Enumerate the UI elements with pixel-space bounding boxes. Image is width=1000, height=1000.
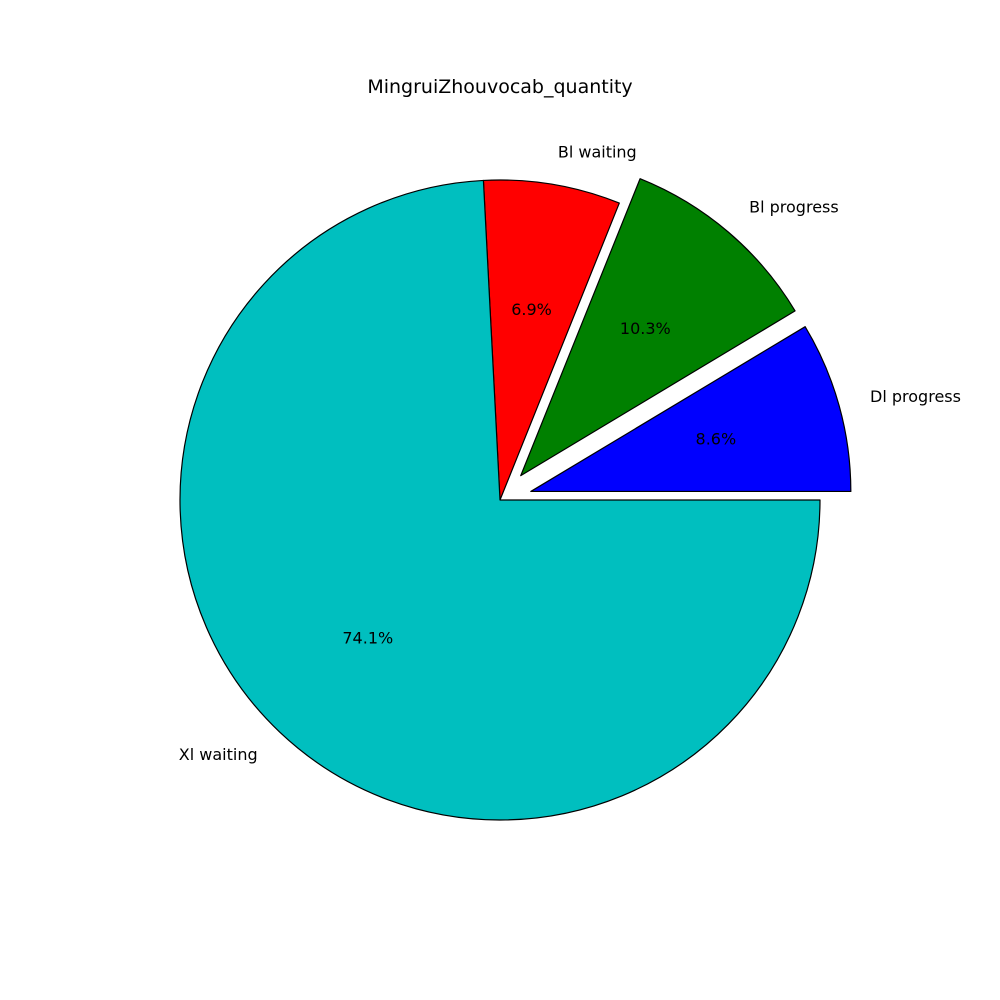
- slice-percent-label: 6.9%: [511, 300, 552, 319]
- pie-slice: [179, 179, 821, 821]
- slice-category-label: Bl progress: [749, 197, 839, 216]
- pie-slice: [530, 326, 852, 493]
- slices-layer: [179, 178, 852, 821]
- slice-percent-label: 8.6%: [696, 430, 737, 449]
- slice-category-label: Xl waiting: [179, 745, 258, 764]
- pie-slice: [520, 178, 796, 477]
- slice-percent-label: 10.3%: [620, 319, 671, 338]
- labels-layer: Dl progress 8.6% Bl progress 10.3% Bl waitin…: [179, 142, 961, 763]
- pie-slice: [482, 179, 620, 501]
- chart-title: MingruiZhouvocab_quantity: [367, 76, 632, 98]
- slice-category-label: Bl waiting: [558, 142, 637, 161]
- slice-category-label: Dl progress: [870, 387, 961, 406]
- slice-percent-label: 74.1%: [342, 629, 393, 648]
